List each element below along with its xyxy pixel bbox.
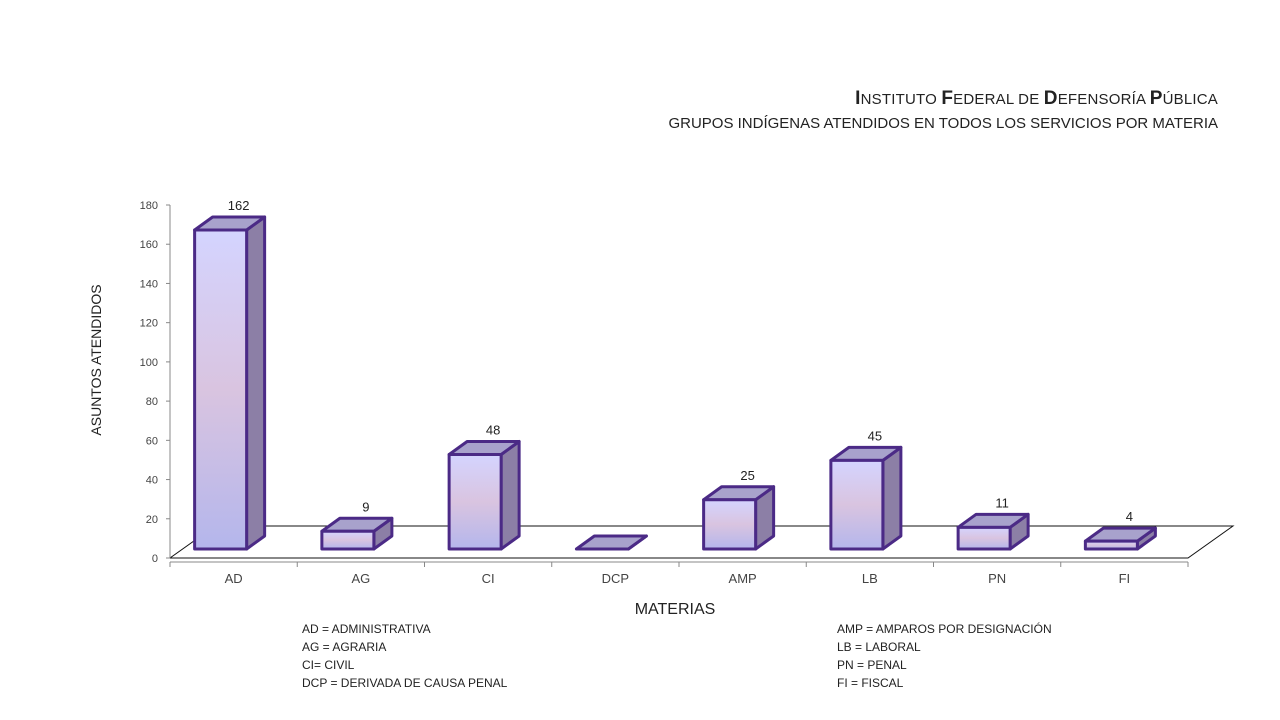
title-segment: NSTITUTO	[860, 91, 942, 108]
title-segment: D	[1043, 88, 1058, 109]
x-tick-label-pn: PN	[988, 571, 1006, 586]
x-axis-title: MATERIAS	[635, 601, 716, 618]
data-label-ag: 9	[362, 499, 369, 514]
y-tick-label: 80	[146, 396, 158, 408]
chart-title: INSTITUTO FEDERAL DE DEFENSORÍA PÚBLICA	[668, 86, 1218, 112]
legend-item-dcp: DCP = DERIVADA DE CAUSA PENAL	[302, 676, 508, 690]
bar-ci	[447, 452, 503, 551]
title-segment: P	[1149, 88, 1163, 109]
legend-left: AD = ADMINISTRATIVA AG = AGRARIA CI= CIV…	[302, 620, 507, 692]
x-tick-label-dcp: DCP	[602, 571, 629, 586]
bar-side-ad	[245, 215, 267, 551]
y-tick-label: 160	[140, 239, 158, 251]
x-tick-label-fi: FI	[1119, 571, 1131, 586]
title-segment: I	[855, 88, 861, 109]
title-segment: EDERAL DE	[953, 91, 1044, 108]
y-tick-label: 40	[146, 475, 158, 487]
title-segment: F	[941, 88, 954, 109]
title-segment: EFENSORÍA	[1057, 91, 1150, 108]
bar-lb	[829, 458, 885, 551]
y-tick-label: 180	[140, 200, 158, 212]
data-label-amp: 25	[740, 468, 754, 483]
chart-title-block: INSTITUTO FEDERAL DE DEFENSORÍA PÚBLICA …	[668, 86, 1218, 135]
bar-side-ci	[499, 439, 521, 551]
x-tick-label-amp: AMP	[729, 571, 757, 586]
bar-side-lb	[881, 445, 903, 551]
data-label-lb: 45	[868, 428, 882, 443]
bar-fi	[1083, 539, 1139, 551]
data-label-fi: 4	[1126, 509, 1133, 524]
legend-item-ci: CI= CIVIL	[302, 658, 355, 672]
x-tick-label-ci: CI	[482, 571, 495, 586]
legend-item-ad: AD = ADMINISTRATIVA	[302, 622, 431, 636]
legend-item-lb: LB = LABORAL	[837, 640, 921, 654]
chart-subtitle: GRUPOS INDÍGENAS ATENDIDOS EN TODOS LOS …	[668, 115, 1218, 132]
legend-right: AMP = AMPAROS POR DESIGNACIÓN LB = LABOR…	[837, 620, 1052, 692]
x-tick-label-ag: AG	[351, 571, 370, 586]
legend-item-amp: AMP = AMPAROS POR DESIGNACIÓN	[837, 622, 1052, 636]
data-label-ci: 48	[486, 422, 500, 437]
y-tick-label: 100	[140, 357, 158, 369]
y-tick-label: 60	[146, 435, 158, 447]
title-segment: ÚBLICA	[1162, 91, 1218, 108]
y-tick-label: 120	[140, 318, 158, 330]
bar-pn	[956, 525, 1012, 551]
y-axis-title: ASUNTOS ATENDIDOS	[88, 284, 104, 435]
x-tick-label-lb: LB	[862, 571, 878, 586]
bar-top-dcp	[574, 534, 648, 551]
y-tick-label: 0	[152, 553, 158, 565]
x-tick-label-ad: AD	[225, 571, 243, 586]
data-label-ad: 162	[228, 198, 250, 213]
y-tick-label: 20	[146, 514, 158, 526]
bar-amp	[702, 498, 758, 551]
bar-ad	[193, 228, 249, 551]
legend-item-pn: PN = PENAL	[837, 658, 907, 672]
data-label-pn: 11	[995, 495, 1009, 510]
y-tick-label: 140	[140, 278, 158, 290]
legend-item-ag: AG = AGRARIA	[302, 640, 387, 654]
legend-item-fi: FI = FISCAL	[837, 676, 904, 690]
bar-ag	[320, 529, 376, 551]
